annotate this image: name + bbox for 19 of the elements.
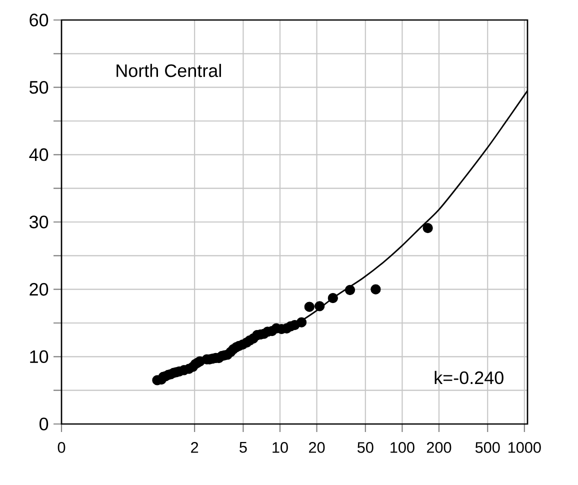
y-tick-label: 50: [29, 80, 48, 94]
x-tick-label: 2: [191, 442, 198, 453]
x-tick-label: 200: [426, 442, 452, 453]
x-tick-label: 1000: [508, 442, 541, 453]
y-tick-label: 10: [30, 350, 48, 364]
x-tick-label: 100: [390, 442, 414, 453]
annotation: k=-0.240: [434, 370, 504, 384]
annotation: North Central: [116, 64, 221, 78]
y-tick-label: 40: [29, 148, 48, 162]
x-tick-label: 10: [272, 442, 288, 453]
x-tick-label: 50: [357, 442, 374, 453]
x-tick-label: 0: [58, 442, 66, 453]
x-tick-label: 20: [309, 442, 325, 453]
x-tick-label: 500: [475, 442, 500, 453]
y-tick-label: 30: [29, 216, 48, 228]
y-tick-label: 0: [40, 418, 48, 430]
y-tick-label: 60: [30, 14, 48, 26]
y-tick-label: 20: [30, 282, 48, 296]
x-tick-label: 5: [240, 442, 247, 453]
